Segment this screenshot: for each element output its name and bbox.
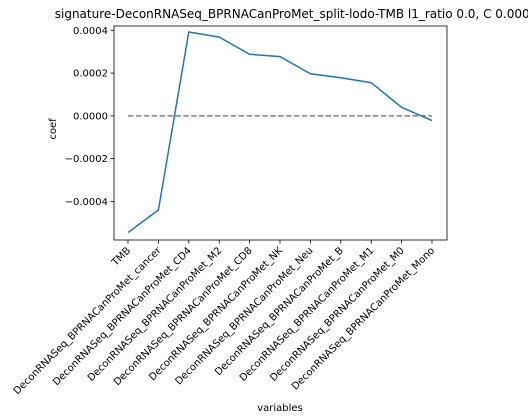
x-tick-label: TMB bbox=[109, 245, 133, 269]
x-tick-label: DeconRNASeq_BPRNACanProMet_CD4 bbox=[51, 245, 194, 388]
x-tick-label: DeconRNASeq_BPRNACanProMet_Mono bbox=[290, 245, 437, 392]
plot-area bbox=[113, 25, 448, 241]
y-tick-label: −0.0002 bbox=[65, 154, 108, 165]
y-tick-label: −0.0004 bbox=[65, 197, 108, 208]
y-tick-label: 0.0000 bbox=[73, 111, 108, 122]
y-axis: −0.0004 −0.0002 0.0000 0.0002 0.0004 bbox=[65, 26, 114, 208]
series-line bbox=[127, 31, 433, 234]
y-axis-label: coef bbox=[48, 118, 59, 140]
x-axis: TMBDeconRNASeq_BPRNACanProMet_cancerDeco… bbox=[12, 240, 437, 397]
y-tick-label: 0.0004 bbox=[73, 26, 108, 37]
chart-title: signature-DeconRNASeq_BPRNACanProMet_spl… bbox=[55, 7, 528, 21]
y-tick-label: 0.0002 bbox=[73, 69, 108, 80]
x-axis-label: variables bbox=[257, 403, 303, 414]
